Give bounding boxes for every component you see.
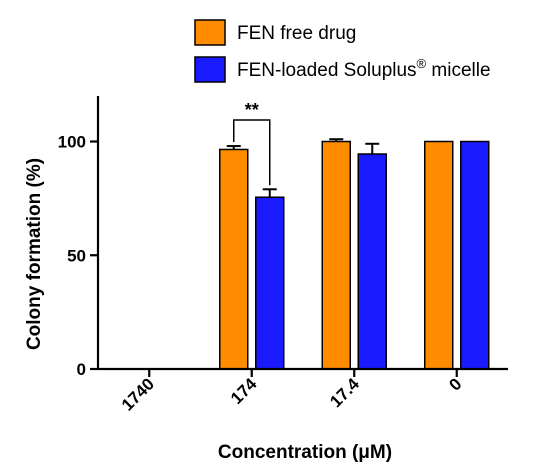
significance-label: **	[245, 100, 259, 120]
y-tick-label: 0	[77, 360, 86, 379]
bar	[460, 140, 490, 370]
y-tick-label: 100	[58, 133, 86, 152]
legend-swatch	[194, 56, 226, 83]
bars-group	[219, 138, 490, 370]
x-tick-label: 1740	[118, 374, 158, 414]
legend-swatch	[194, 19, 226, 46]
bar	[357, 153, 387, 370]
bar	[255, 196, 285, 370]
bar	[321, 140, 351, 370]
x-tick-label: 174	[227, 374, 261, 408]
x-tick-label: 0	[445, 374, 465, 394]
bar	[219, 148, 249, 370]
significance-bracket	[233, 119, 271, 186]
annotations-group: **	[233, 100, 271, 186]
y-tick-label: 50	[67, 246, 86, 265]
bar	[424, 140, 454, 370]
x-tick-label: 17.4	[326, 374, 363, 411]
legend-label: FEN-loaded Soluplus® micelle	[237, 56, 491, 81]
x-axis-title: Concentration (μM)	[218, 442, 392, 463]
y-axis-title: Colony formation (%)	[24, 158, 45, 350]
legend: FEN free drug FEN-loaded Soluplus® micell…	[194, 19, 491, 83]
legend-label: FEN free drug	[237, 23, 356, 44]
